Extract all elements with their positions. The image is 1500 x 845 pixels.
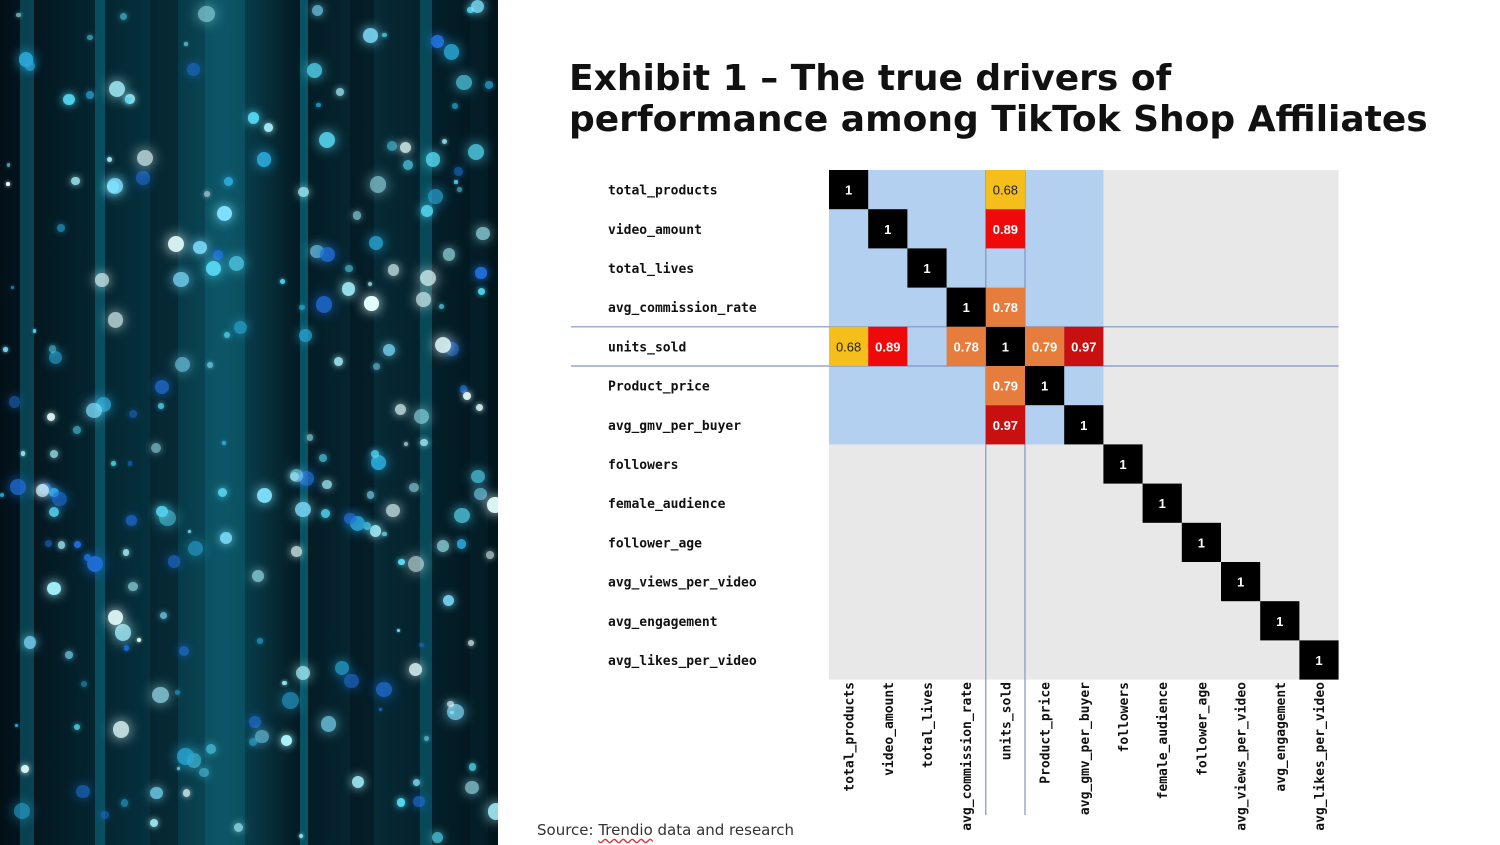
column-label-video-amount: video_amount xyxy=(882,682,897,776)
row-label-avg-views-per-video: avg_views_per_video xyxy=(608,576,757,591)
heatmap-cell-avg-commission-rate-avg-commission-rate xyxy=(946,287,986,327)
column-label-product-price: Product_price xyxy=(1039,682,1054,784)
heatmap-value-label: 1 xyxy=(1041,379,1048,394)
heatmap-value-label: 0.79 xyxy=(993,379,1018,394)
heatmap-cell-avg-likes-per-video-avg-likes-per-video xyxy=(1299,640,1339,680)
row-label-follower-age: follower_age xyxy=(608,536,702,551)
row-label-total-products: total_products xyxy=(608,184,718,199)
heatmap-cell-units-sold-avg-gmv-per-buyer xyxy=(1064,326,1104,366)
page-title: Exhibit 1 – The true drivers of performa… xyxy=(569,58,1428,140)
column-label-avg-commission-rate: avg_commission_rate xyxy=(960,682,975,831)
row-label-avg-commission-rate: avg_commission_rate xyxy=(608,301,757,316)
column-label-avg-gmv-per-buyer: avg_gmv_per_buyer xyxy=(1078,682,1093,815)
column-label-avg-likes-per-video: avg_likes_per_video xyxy=(1313,682,1328,831)
row-label-avg-engagement: avg_engagement xyxy=(608,615,718,630)
row-label-video-amount: video_amount xyxy=(608,223,702,238)
heatmap-value-label: 1 xyxy=(845,183,852,198)
column-label-female-audience: female_audience xyxy=(1156,682,1171,800)
source-brand: Trendio xyxy=(598,821,653,839)
background-photo xyxy=(0,0,498,845)
heatmap-value-label: 0.78 xyxy=(993,300,1018,315)
column-label-units-sold: units_sold xyxy=(999,682,1014,760)
heatmap-value-label: 1 xyxy=(1315,653,1322,668)
heatmap-value-label: 1 xyxy=(1198,535,1205,550)
heatmap-cell-units-sold-avg-commission-rate xyxy=(946,326,986,366)
heatmap-cell-total-products-total-products xyxy=(829,170,869,210)
row-label-product-price: Product_price xyxy=(608,380,710,395)
heatmap-value-label: 1 xyxy=(1080,418,1087,433)
heatmap-value-label: 1 xyxy=(923,261,930,276)
heatmap-value-label: 1 xyxy=(1237,575,1244,590)
heatmap-value-label: 0.97 xyxy=(993,418,1018,433)
heatmap-value-label: 0.89 xyxy=(875,339,900,354)
heatmap-value-label: 1 xyxy=(1119,457,1126,472)
heatmap-value-label: 1 xyxy=(884,222,891,237)
heatmap-value-label: 0.78 xyxy=(954,339,979,354)
heatmap-cell-product-price-units-sold xyxy=(985,366,1025,406)
heatmap-cell-total-lives-total-lives xyxy=(907,248,947,288)
heatmap-cell-video-amount-video-amount xyxy=(868,209,908,249)
heatmap-cell-avg-commission-rate-units-sold xyxy=(985,287,1025,327)
heatmap-cell-units-sold-video-amount xyxy=(868,326,908,366)
column-label-avg-views-per-video: avg_views_per_video xyxy=(1235,682,1250,831)
heatmap-value-label: 0.89 xyxy=(993,222,1018,237)
heatmap-cell-units-sold-total-products xyxy=(829,326,869,366)
heatmap-cell-followers-followers xyxy=(1103,444,1143,484)
heatmap-value-label: 0.97 xyxy=(1071,339,1096,354)
heatmap-cell-female-audience-female-audience xyxy=(1142,483,1182,523)
heatmap-cell-product-price-product-price xyxy=(1025,366,1065,406)
heatmap-cell-video-amount-units-sold xyxy=(985,209,1025,249)
heatmap-value-label: 1 xyxy=(1002,339,1009,354)
heatmap-cell-total-products-units-sold xyxy=(985,170,1025,210)
row-label-units-sold: units_sold xyxy=(608,340,686,355)
heatmap-cell-avg-gmv-per-buyer-avg-gmv-per-buyer xyxy=(1064,405,1104,445)
row-label-avg-gmv-per-buyer: avg_gmv_per_buyer xyxy=(608,419,741,434)
heatmap-cell-units-sold-product-price xyxy=(1025,326,1065,366)
heatmap-value-label: 1 xyxy=(963,300,970,315)
heatmap-value-label: 1 xyxy=(1159,496,1166,511)
source-prefix: Source: xyxy=(537,821,599,839)
source-note: Source: Trendio data and research xyxy=(537,821,794,839)
heatmap-cell-avg-gmv-per-buyer-units-sold xyxy=(985,405,1025,445)
heatmap-cell-avg-views-per-video-avg-views-per-video xyxy=(1221,562,1261,602)
heatmap-value-label: 0.79 xyxy=(1032,339,1057,354)
column-label-total-products: total_products xyxy=(843,682,858,792)
row-label-avg-likes-per-video: avg_likes_per_video xyxy=(608,654,757,669)
column-label-avg-engagement: avg_engagement xyxy=(1274,682,1289,792)
column-label-follower-age: follower_age xyxy=(1195,682,1210,776)
column-label-followers: followers xyxy=(1117,682,1132,752)
heatmap-value-label: 1 xyxy=(1276,614,1283,629)
row-label-total-lives: total_lives xyxy=(608,262,694,277)
heatmap-cell-follower-age-follower-age xyxy=(1181,522,1221,562)
heatmap-value-label: 0.68 xyxy=(993,183,1018,198)
row-label-followers: followers xyxy=(608,458,678,473)
row-label-female-audience: female_audience xyxy=(608,497,726,512)
heatmap-value-label: 0.68 xyxy=(836,339,861,354)
source-suffix: data and research xyxy=(652,821,794,839)
heatmap-cell-avg-engagement-avg-engagement xyxy=(1260,601,1300,641)
heatmap-cell-units-sold-units-sold xyxy=(985,326,1025,366)
column-label-total-lives: total_lives xyxy=(921,682,936,768)
